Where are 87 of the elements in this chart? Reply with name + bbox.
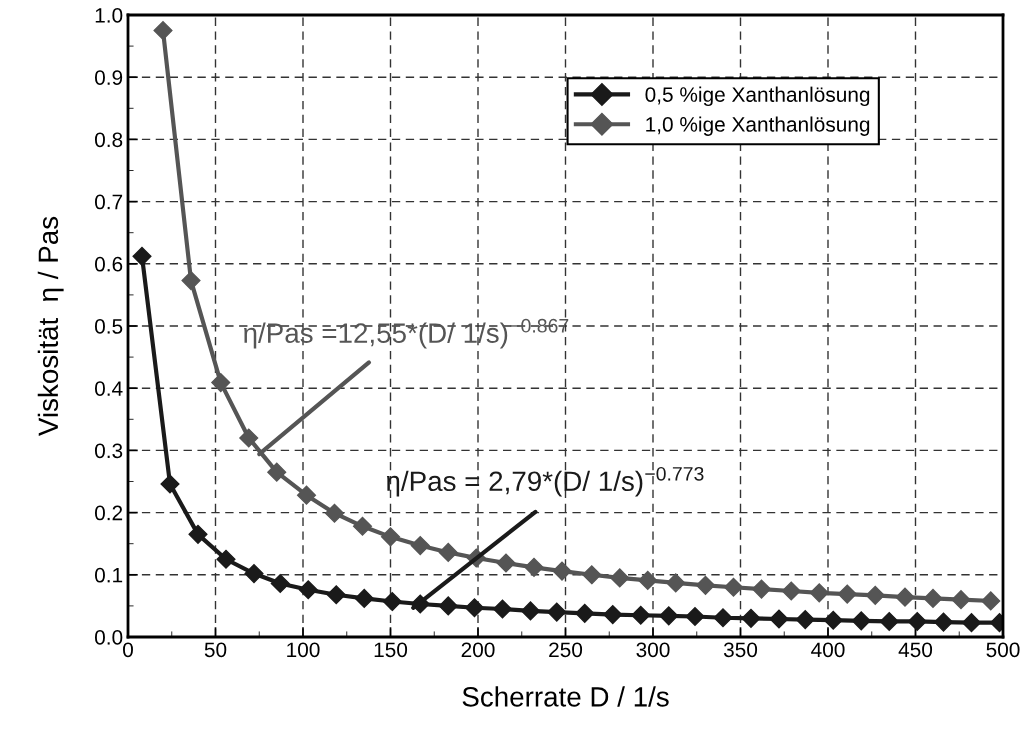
point bbox=[895, 587, 915, 607]
point bbox=[631, 605, 651, 625]
point bbox=[492, 599, 513, 619]
x-tick-label: 350 bbox=[723, 642, 758, 658]
point bbox=[267, 462, 287, 482]
point bbox=[723, 577, 744, 597]
point bbox=[464, 598, 485, 618]
point bbox=[410, 536, 430, 556]
point bbox=[851, 611, 871, 631]
point bbox=[352, 516, 373, 536]
x-tick-label: 300 bbox=[636, 642, 670, 658]
x-tick-label: 50 bbox=[204, 642, 227, 658]
point bbox=[354, 588, 374, 608]
point bbox=[188, 524, 208, 544]
point bbox=[160, 474, 180, 494]
y-axis-title: Viskosität η / Pas bbox=[37, 216, 64, 437]
point bbox=[496, 553, 516, 573]
point bbox=[741, 608, 761, 628]
y-tick-label: 0.3 bbox=[94, 443, 123, 459]
y-tick-label: 0.7 bbox=[94, 194, 123, 210]
point bbox=[823, 610, 843, 630]
y-tick-label: 0.0 bbox=[94, 630, 123, 645]
y-tick-label: 0.4 bbox=[94, 381, 123, 396]
point bbox=[211, 373, 231, 393]
point bbox=[865, 585, 885, 605]
point bbox=[326, 585, 346, 605]
x-tick-label: 150 bbox=[374, 642, 408, 658]
y-tick-label: 0.8 bbox=[94, 132, 123, 148]
y-tick-label: 0.5 bbox=[94, 319, 123, 334]
point bbox=[520, 601, 541, 621]
point bbox=[795, 610, 815, 630]
point bbox=[582, 565, 602, 585]
point bbox=[837, 584, 857, 604]
point bbox=[216, 549, 236, 569]
annotation: η/Pas = 2,79*(D/ 1/s)$^{−0.773}$ bbox=[386, 466, 704, 497]
point bbox=[380, 527, 401, 547]
point bbox=[438, 542, 458, 562]
point bbox=[603, 605, 623, 625]
point bbox=[324, 503, 345, 523]
point bbox=[713, 608, 733, 628]
point bbox=[132, 246, 152, 266]
x-axis-title: Scherrate D / 1/s bbox=[462, 686, 669, 707]
point bbox=[239, 428, 259, 448]
y-tick-label: 1.0 bbox=[95, 8, 123, 23]
point bbox=[923, 588, 943, 608]
point bbox=[153, 21, 173, 41]
point bbox=[575, 603, 595, 623]
x-tick-label: 500 bbox=[986, 642, 1020, 658]
y-tick-label: 0.1 bbox=[94, 567, 123, 583]
point bbox=[933, 612, 954, 632]
point bbox=[270, 573, 290, 594]
point bbox=[638, 570, 658, 590]
point bbox=[781, 581, 801, 601]
point bbox=[981, 591, 1001, 611]
point bbox=[666, 573, 686, 593]
point bbox=[695, 575, 716, 595]
point bbox=[438, 596, 458, 616]
point bbox=[961, 613, 982, 633]
x-tick-label: 100 bbox=[287, 642, 320, 658]
point bbox=[907, 611, 927, 631]
point bbox=[298, 580, 318, 600]
point bbox=[547, 602, 567, 622]
point bbox=[879, 611, 899, 631]
point bbox=[382, 592, 402, 612]
y-tick-label: 0.2 bbox=[94, 505, 123, 521]
point bbox=[659, 606, 679, 626]
x-tick-label: 450 bbox=[898, 642, 933, 658]
point bbox=[610, 568, 630, 588]
point bbox=[751, 579, 772, 599]
point bbox=[244, 564, 264, 584]
point bbox=[181, 271, 201, 291]
point bbox=[296, 485, 317, 505]
point bbox=[769, 609, 789, 629]
x-tick-label: 0 bbox=[123, 642, 133, 658]
point bbox=[685, 606, 705, 627]
x-tick-label: 200 bbox=[461, 642, 495, 658]
point bbox=[951, 590, 971, 610]
x-tick-label: 250 bbox=[549, 642, 583, 658]
y-tick-label: 0.6 bbox=[94, 256, 123, 272]
legend-label: 0,5 %ige Xanthanlösung bbox=[645, 86, 870, 107]
x-tick-label: 400 bbox=[811, 642, 845, 658]
annotation: η/Pas =12,55*(D/ 1/s)$^{−0.867}$ bbox=[244, 318, 569, 349]
point bbox=[524, 557, 544, 577]
point bbox=[809, 583, 829, 603]
point bbox=[552, 561, 572, 581]
legend-label: 1,0 %ige Xanthanlösung bbox=[646, 116, 870, 136]
y-tick-label: 0.9 bbox=[94, 70, 123, 85]
